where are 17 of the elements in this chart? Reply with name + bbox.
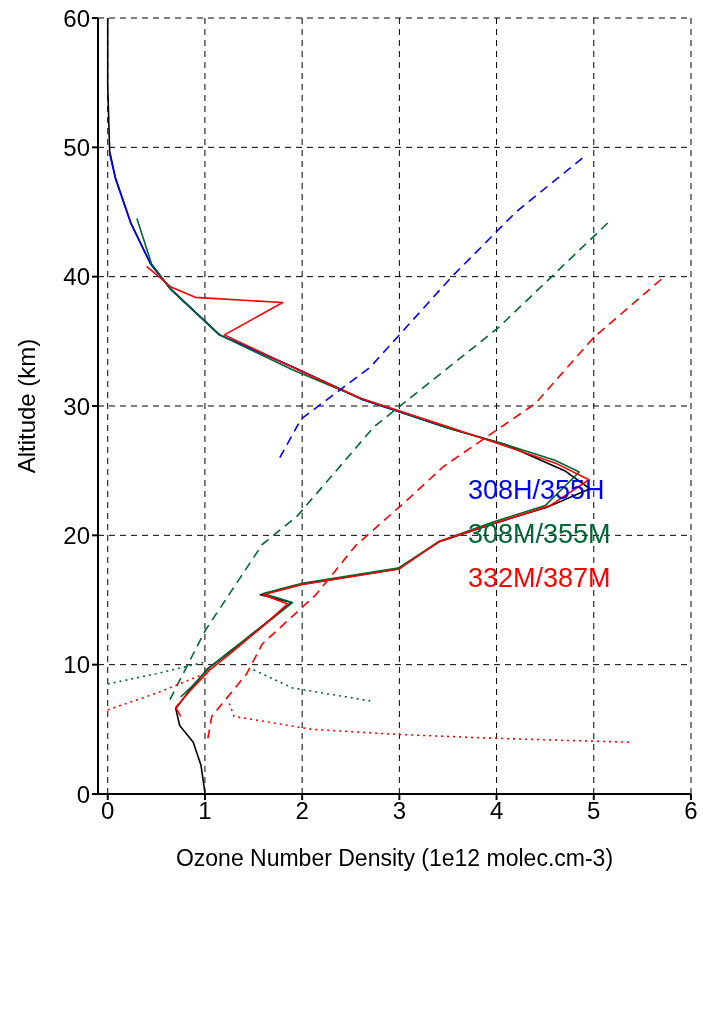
x-tick-label: 4 bbox=[489, 797, 504, 825]
y-axis-title: Altitude (km) bbox=[12, 338, 40, 474]
x-tick-label: 5 bbox=[587, 797, 601, 825]
y-tick-label: 0 bbox=[76, 780, 90, 808]
x-axis-title: Ozone Number Density (1e12 molec.cm-3) bbox=[175, 845, 614, 871]
x-tick-label: 3 bbox=[392, 797, 407, 825]
x-tick-label: 1 bbox=[198, 797, 212, 825]
y-tick-label: 50 bbox=[63, 133, 90, 161]
x-tick-label: 0 bbox=[101, 797, 115, 825]
y-tick-label: 60 bbox=[63, 4, 90, 32]
y-tick-label: 20 bbox=[63, 521, 90, 549]
x-tick-label: 2 bbox=[295, 797, 309, 825]
y-tick-label: 40 bbox=[63, 263, 90, 291]
series-label: 332M/387M bbox=[468, 562, 611, 595]
x-tick-label: 6 bbox=[684, 797, 698, 825]
y-tick-label: 10 bbox=[63, 651, 90, 679]
y-tick-label: 30 bbox=[63, 392, 90, 420]
